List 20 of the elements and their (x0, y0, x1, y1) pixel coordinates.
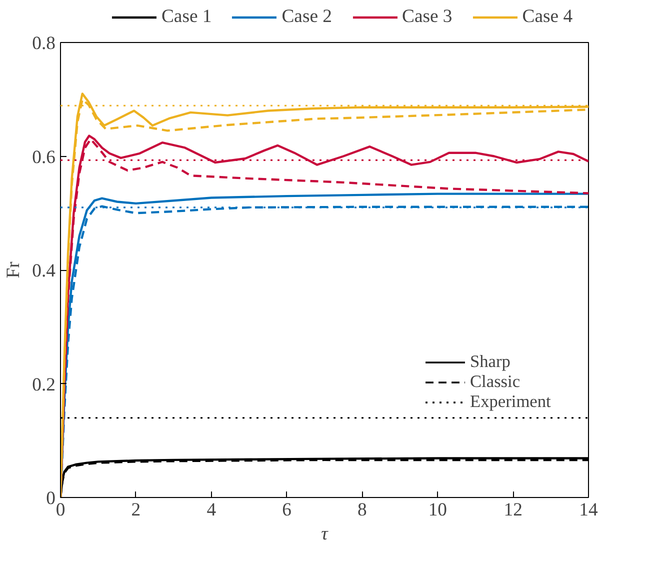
legend-label: Case 2 (282, 6, 332, 28)
x-tick-label: 14 (579, 500, 598, 520)
x-tick-label: 6 (282, 500, 292, 520)
annotation: Sharp (470, 352, 510, 372)
annotation: Classic (470, 372, 520, 392)
x-axis-title: τ (321, 524, 330, 544)
x-tick-label: 4 (206, 500, 217, 520)
x-tick-label: 12 (504, 500, 522, 520)
x-tick-label: 8 (358, 500, 367, 520)
y-tick-label: 0.2 (32, 374, 56, 396)
y-tick-label: 0.8 (32, 33, 56, 54)
y-axis-title: Fr (3, 260, 24, 278)
annotation: Experiment (470, 392, 551, 412)
legend-label: Case 4 (522, 6, 573, 28)
legend-label: Case 1 (161, 6, 212, 28)
y-tick-label: 0.6 (32, 146, 56, 168)
x-tick-label: 2 (131, 500, 141, 520)
y-tick-label: 0.4 (32, 260, 56, 282)
x-tick-label: 10 (428, 500, 447, 520)
legend-label: Case 3 (402, 6, 452, 28)
